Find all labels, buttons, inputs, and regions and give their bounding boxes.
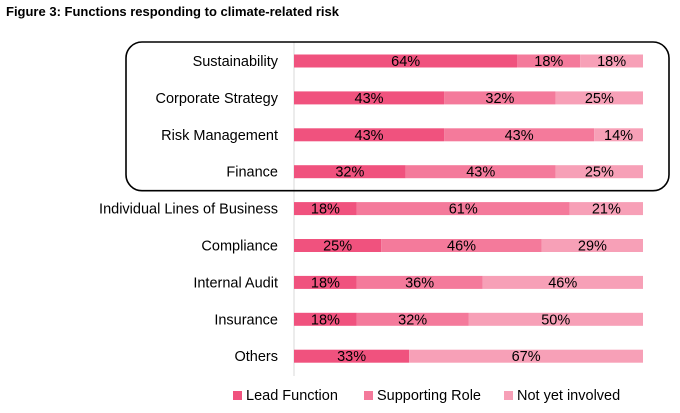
bar-finance-supporting-role (405, 165, 556, 179)
bar-finance-lead-function (294, 165, 406, 179)
category-label-risk-management: Risk Management (161, 128, 278, 144)
data-label-internal-audit-supporting-role: 36% (405, 275, 434, 291)
legend-label-lead-function: Lead Function (246, 388, 338, 404)
legend-label-not-yet-involved: Not yet involved (517, 388, 620, 404)
legend-swatch-supporting-role (364, 391, 373, 400)
bar-insurance-supporting-role (356, 312, 469, 326)
category-label-insurance: Insurance (214, 312, 278, 328)
category-label-compliance: Compliance (201, 239, 278, 255)
bar-risk-management-supporting-role (444, 128, 595, 142)
bar-compliance-lead-function (294, 239, 382, 252)
bar-individual-lines-of-business-lead-function (294, 202, 357, 216)
bar-corporate-strategy-lead-function (294, 91, 445, 105)
category-label-individual-lines-of-business: Individual Lines of Business (99, 202, 278, 218)
data-label-finance-lead-function: 32% (335, 165, 364, 181)
data-label-finance-not-yet-involved: 25% (585, 165, 614, 181)
data-label-compliance-not-yet-involved: 29% (578, 239, 607, 255)
data-label-corporate-strategy-supporting-role: 32% (485, 91, 514, 107)
data-label-compliance-lead-function: 25% (323, 239, 352, 255)
data-label-internal-audit-lead-function: 18% (311, 275, 340, 291)
data-label-risk-management-supporting-role: 43% (505, 128, 534, 144)
bar-internal-audit-supporting-role (356, 275, 483, 289)
legend-label-supporting-role: Supporting Role (377, 388, 481, 404)
data-label-corporate-strategy-not-yet-involved: 25% (585, 91, 614, 107)
bar-sustainability-supporting-role (517, 54, 581, 68)
bar-sustainability-lead-function (294, 54, 518, 68)
bar-others-lead-function (294, 349, 410, 363)
data-label-insurance-lead-function: 18% (311, 312, 340, 328)
legend-swatch-not-yet-involved (504, 391, 513, 400)
data-label-individual-lines-of-business-supporting-role: 61% (449, 202, 478, 218)
bar-compliance-not-yet-involved (541, 239, 643, 252)
bar-corporate-strategy-not-yet-involved (555, 91, 643, 105)
data-label-risk-management-not-yet-involved: 14% (604, 128, 633, 144)
bar-sustainability-not-yet-involved (580, 54, 643, 68)
data-label-sustainability-supporting-role: 18% (534, 54, 563, 70)
data-label-finance-supporting-role: 43% (466, 165, 495, 181)
bar-finance-not-yet-involved (555, 165, 643, 179)
data-label-individual-lines-of-business-lead-function: 18% (311, 202, 340, 218)
category-label-sustainability: Sustainability (193, 54, 279, 70)
bar-compliance-supporting-role (381, 239, 542, 252)
bar-insurance-not-yet-involved (468, 312, 643, 326)
data-label-others-lead-function: 33% (337, 349, 366, 365)
bar-internal-audit-not-yet-involved (482, 275, 643, 289)
highlight-box (125, 41, 670, 192)
bar-insurance-lead-function (294, 312, 357, 326)
bar-others-not-yet-involved (409, 349, 643, 363)
data-label-corporate-strategy-lead-function: 43% (355, 91, 384, 107)
data-label-sustainability-not-yet-involved: 18% (597, 54, 626, 70)
category-label-corporate-strategy: Corporate Strategy (155, 91, 278, 107)
data-label-risk-management-lead-function: 43% (355, 128, 384, 144)
data-label-compliance-supporting-role: 46% (447, 239, 476, 255)
bar-individual-lines-of-business-not-yet-involved (569, 202, 643, 216)
data-label-others-not-yet-involved: 67% (512, 349, 541, 365)
bar-risk-management-not-yet-involved (594, 128, 643, 142)
bar-internal-audit-lead-function (294, 275, 357, 289)
data-label-sustainability-lead-function: 64% (391, 54, 420, 70)
bar-individual-lines-of-business-supporting-role (356, 202, 570, 216)
figure-title: Figure 3: Functions responding to climat… (6, 4, 339, 19)
category-label-others: Others (234, 349, 278, 365)
data-label-individual-lines-of-business-not-yet-involved: 21% (592, 202, 621, 218)
data-label-insurance-supporting-role: 32% (398, 312, 427, 328)
data-label-internal-audit-not-yet-involved: 46% (548, 275, 577, 291)
category-label-internal-audit: Internal Audit (193, 275, 278, 291)
bar-risk-management-lead-function (294, 128, 445, 142)
legend-swatch-lead-function (233, 391, 242, 400)
data-label-insurance-not-yet-involved: 50% (541, 312, 570, 328)
bar-corporate-strategy-supporting-role (444, 91, 556, 105)
category-label-finance: Finance (226, 165, 278, 181)
